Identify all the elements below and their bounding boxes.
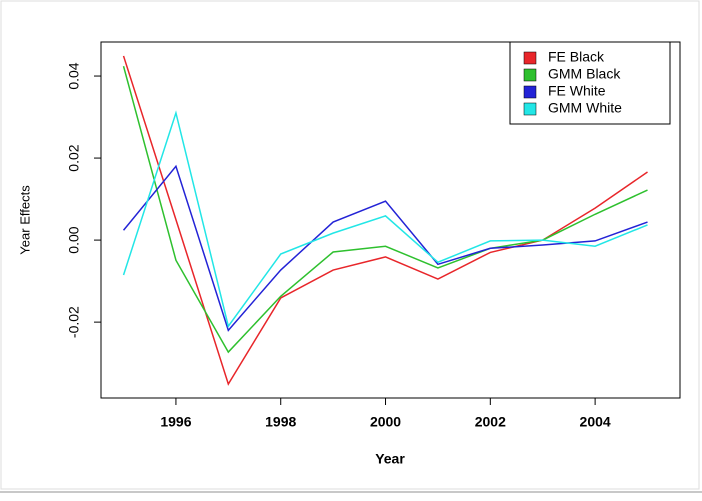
x-tick-label: 2004 bbox=[580, 414, 611, 430]
x-tick-label: 1996 bbox=[160, 414, 191, 430]
y-tick-label: -0.02 bbox=[66, 306, 82, 338]
series-line bbox=[122, 66, 648, 354]
legend-swatch bbox=[523, 102, 537, 116]
series-line bbox=[122, 110, 648, 328]
x-tick-label: 2000 bbox=[370, 414, 401, 430]
x-tick-label: 2002 bbox=[475, 414, 506, 430]
legend-label: GMM White bbox=[548, 100, 622, 116]
legend-swatch bbox=[523, 85, 537, 99]
y-tick-label: 0.02 bbox=[66, 144, 82, 171]
series-line bbox=[122, 55, 648, 386]
plot-box bbox=[100, 41, 681, 399]
y-tick-label: 0.04 bbox=[66, 62, 82, 89]
x-axis-label: Year bbox=[375, 451, 405, 467]
y-tick-label: 0.00 bbox=[66, 226, 82, 253]
x-tick-label: 1998 bbox=[265, 414, 296, 430]
legend-label: GMM Black bbox=[548, 66, 621, 82]
legend-box bbox=[509, 41, 671, 125]
legend-swatch bbox=[523, 68, 537, 82]
y-axis-label: Year Effects bbox=[17, 185, 32, 255]
legend-label: FE White bbox=[548, 83, 606, 99]
legend-label: FE Black bbox=[548, 49, 605, 65]
series-line bbox=[122, 164, 648, 332]
legend-swatch bbox=[523, 51, 537, 65]
